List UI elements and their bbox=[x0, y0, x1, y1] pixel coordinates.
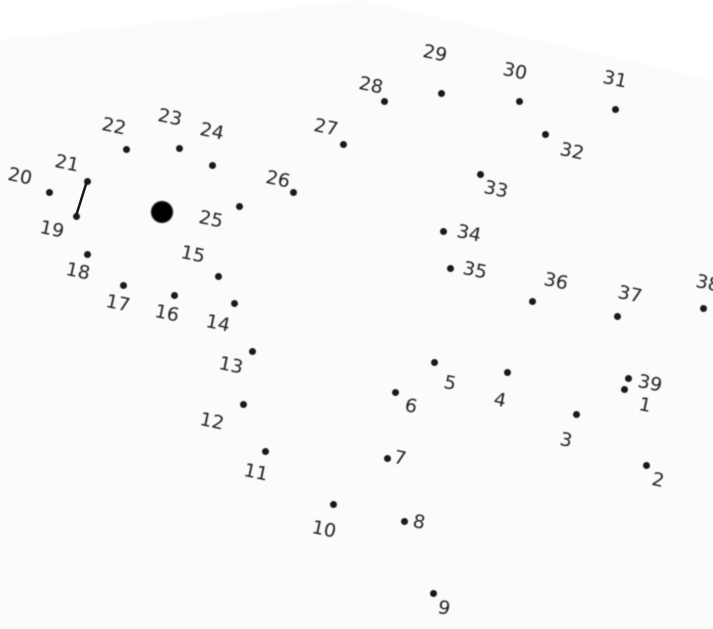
dot-7 bbox=[383, 454, 391, 462]
dot-number-36: 36 bbox=[541, 268, 571, 295]
dot-number-16: 16 bbox=[152, 300, 182, 327]
dot-number-24: 24 bbox=[197, 118, 227, 145]
dot-29 bbox=[437, 89, 445, 97]
dot-number-30: 30 bbox=[500, 58, 530, 85]
dot-9 bbox=[429, 589, 437, 597]
dot-15 bbox=[214, 272, 222, 280]
dot-10 bbox=[329, 500, 337, 508]
dot-36 bbox=[528, 297, 536, 305]
dot-4 bbox=[503, 368, 511, 376]
start-dot bbox=[151, 201, 173, 223]
dot-26 bbox=[289, 188, 297, 196]
dot-12 bbox=[239, 400, 247, 408]
dot-number-18: 18 bbox=[63, 258, 93, 285]
connector-line-20-21 bbox=[74, 180, 89, 217]
dot-23 bbox=[175, 144, 183, 152]
dot-19 bbox=[72, 212, 80, 220]
dot-number-33: 33 bbox=[481, 176, 511, 203]
dot-number-37: 37 bbox=[615, 281, 645, 308]
dot-22 bbox=[122, 145, 130, 153]
dot-number-25: 25 bbox=[196, 206, 226, 233]
dot-24 bbox=[208, 161, 216, 169]
dot-number-31: 31 bbox=[600, 66, 630, 93]
dot-35 bbox=[446, 264, 454, 272]
dot-6 bbox=[391, 388, 399, 396]
dot-21 bbox=[83, 177, 91, 185]
dot-number-11: 11 bbox=[241, 459, 271, 486]
dot-8 bbox=[400, 517, 408, 525]
dot-number-29: 29 bbox=[420, 40, 450, 67]
dot-32 bbox=[541, 130, 549, 138]
dot-2 bbox=[642, 461, 650, 469]
dot-5 bbox=[430, 358, 438, 366]
dot-1 bbox=[620, 385, 628, 393]
dot-number-17: 17 bbox=[103, 290, 133, 317]
dot-33 bbox=[476, 170, 484, 178]
dot-number-34: 34 bbox=[454, 220, 484, 247]
dot-39 bbox=[624, 374, 632, 382]
dot-20 bbox=[45, 188, 53, 196]
dot-number-27: 27 bbox=[311, 114, 341, 141]
dot-number-20: 20 bbox=[5, 163, 35, 190]
dot-17 bbox=[119, 281, 127, 289]
dot-number-39: 39 bbox=[635, 370, 665, 397]
dot-number-19: 19 bbox=[37, 216, 67, 243]
dot-18 bbox=[83, 250, 91, 258]
dot-number-23: 23 bbox=[155, 104, 185, 131]
dot-number-12: 12 bbox=[197, 408, 227, 435]
dot-14 bbox=[230, 299, 238, 307]
dot-37 bbox=[613, 312, 621, 320]
dot-number-38: 38 bbox=[693, 270, 713, 297]
dot-number-14: 14 bbox=[203, 310, 233, 337]
dot-number-28: 28 bbox=[356, 72, 386, 99]
dot-28 bbox=[380, 97, 388, 105]
dot-number-35: 35 bbox=[460, 257, 490, 284]
dot-number-26: 26 bbox=[263, 166, 293, 193]
dot-31 bbox=[611, 105, 619, 113]
dot-number-15: 15 bbox=[178, 241, 208, 268]
dot-11 bbox=[261, 447, 269, 455]
dot-number-13: 13 bbox=[216, 352, 246, 379]
dot-38 bbox=[699, 304, 707, 312]
dot-number-10: 10 bbox=[309, 516, 339, 543]
dot-number-21: 21 bbox=[52, 150, 82, 177]
dot-25 bbox=[235, 202, 243, 210]
dot-number-32: 32 bbox=[557, 138, 587, 165]
dot-27 bbox=[339, 140, 347, 148]
dot-30 bbox=[515, 97, 523, 105]
dot-13 bbox=[248, 347, 256, 355]
dot-16 bbox=[170, 291, 178, 299]
dot-number-22: 22 bbox=[99, 113, 129, 140]
dot-34 bbox=[439, 227, 447, 235]
dot-3 bbox=[572, 410, 580, 418]
